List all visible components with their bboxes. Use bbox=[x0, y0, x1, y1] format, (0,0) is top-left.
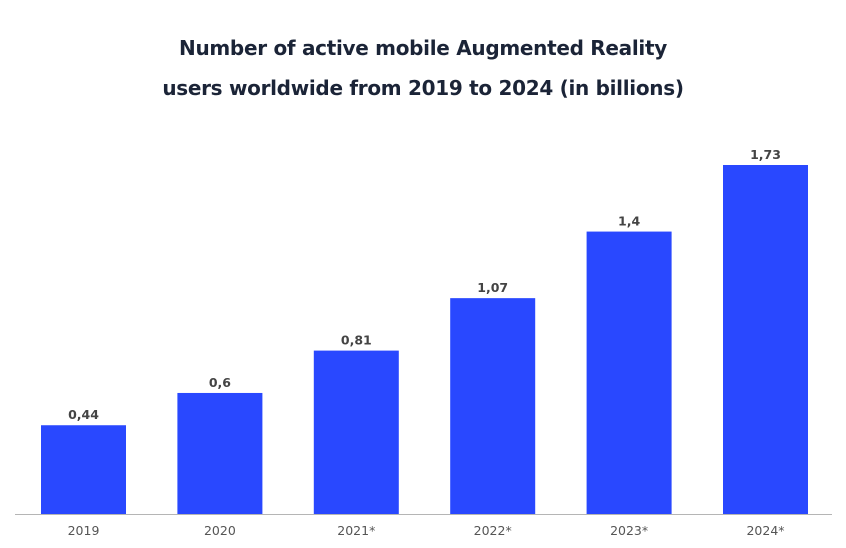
bar-2024 bbox=[723, 165, 808, 514]
x-tick-label: 2021* bbox=[337, 523, 375, 538]
data-label: 0,6 bbox=[209, 375, 231, 390]
bar-2021 bbox=[313, 350, 399, 514]
x-tick-label: 2019 bbox=[68, 523, 100, 538]
x-tick-label: 2022* bbox=[474, 523, 512, 538]
bar-2023 bbox=[586, 231, 672, 514]
bar-2019 bbox=[41, 425, 126, 514]
data-label: 0,81 bbox=[341, 333, 372, 348]
data-label: 1,73 bbox=[750, 147, 781, 162]
data-label: 1,4 bbox=[618, 214, 640, 229]
chart-title-line-1: Number of active mobile Augmented Realit… bbox=[179, 36, 667, 60]
x-tick-label: 2024* bbox=[746, 523, 784, 538]
chart-title-line-2: users worldwide from 2019 to 2024 (in bi… bbox=[162, 76, 684, 100]
data-label: 0,44 bbox=[68, 407, 99, 422]
bar-2020 bbox=[177, 392, 263, 514]
bar-2022 bbox=[450, 298, 536, 514]
x-tick-label: 2023* bbox=[610, 523, 648, 538]
chart-title: Number of active mobile Augmented Realit… bbox=[0, 28, 846, 108]
x-tick-label: 2020 bbox=[204, 523, 236, 538]
data-label: 1,07 bbox=[477, 280, 508, 295]
